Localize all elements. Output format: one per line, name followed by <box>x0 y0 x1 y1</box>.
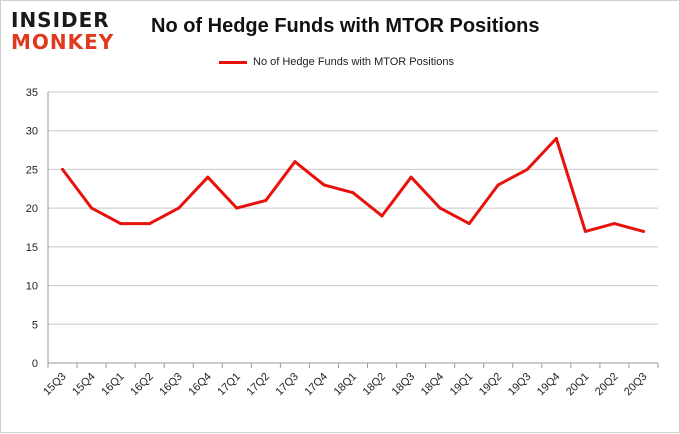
y-tick-label-15: 15 <box>26 242 38 254</box>
chart-title: No of Hedge Funds with MTOR Positions <box>151 15 540 37</box>
data-point-19Q1 <box>467 222 471 226</box>
data-point-17Q2 <box>264 198 268 202</box>
data-point-20Q1 <box>583 229 587 233</box>
data-point-20Q3 <box>641 229 645 233</box>
x-tick-label-17Q3: 17Q3 <box>274 371 302 399</box>
legend-swatch <box>219 60 247 64</box>
x-tick-label-18Q2: 18Q2 <box>361 371 389 399</box>
x-tick-label-20Q1: 20Q1 <box>564 371 592 399</box>
data-point-17Q4 <box>322 183 326 187</box>
y-tick-label-30: 30 <box>26 126 38 138</box>
data-point-18Q1 <box>351 191 355 195</box>
data-point-16Q1 <box>119 222 123 226</box>
series-line-0 <box>61 137 645 233</box>
x-tick-label-19Q2: 19Q2 <box>477 371 505 399</box>
data-point-17Q1 <box>235 206 239 210</box>
data-point-16Q4 <box>206 175 210 179</box>
x-tick-label-19Q4: 19Q4 <box>535 371 563 399</box>
x-tick-label-20Q2: 20Q2 <box>593 371 621 399</box>
y-tick-label-5: 5 <box>32 319 38 331</box>
x-tick-label-17Q2: 17Q2 <box>244 371 272 399</box>
data-point-19Q3 <box>525 167 529 171</box>
legend-label: No of Hedge Funds with MTOR Positions <box>253 56 454 68</box>
logo-text-top: INSIDER <box>11 8 110 32</box>
x-axis-ticks: 15Q3 15Q4 16Q1 16Q2 16Q3 16Q4 17Q1 17Q2 17Q3 17Q4… <box>41 363 659 399</box>
data-point-16Q3 <box>177 206 181 210</box>
grid-lines <box>47 91 658 364</box>
y-tick-label-20: 20 <box>26 203 38 215</box>
x-tick-label-16Q2: 16Q2 <box>128 371 156 399</box>
x-tick-label-19Q1: 19Q1 <box>448 371 476 399</box>
x-tick-label-17Q1: 17Q1 <box>215 371 243 399</box>
data-point-16Q2 <box>148 222 152 226</box>
insider-monkey-logo: INSIDER MONKEY <box>11 9 129 57</box>
data-point-18Q3 <box>409 175 413 179</box>
x-tick-label-18Q1: 18Q1 <box>332 371 360 399</box>
data-point-20Q2 <box>612 222 616 226</box>
data-point-18Q2 <box>380 214 384 218</box>
chart-legend: No of Hedge Funds with MTOR Positions <box>219 56 454 68</box>
data-point-19Q4 <box>554 136 558 140</box>
logo-text-bottom: MONKEY <box>11 30 115 54</box>
x-tick-label-16Q4: 16Q4 <box>186 371 214 399</box>
data-point-18Q4 <box>438 206 442 210</box>
y-tick-label-0: 0 <box>32 358 38 370</box>
x-tick-label-16Q3: 16Q3 <box>157 371 185 399</box>
x-tick-label-15Q4: 15Q4 <box>70 371 98 399</box>
y-tick-label-35: 35 <box>26 87 38 99</box>
x-tick-label-18Q3: 18Q3 <box>390 371 418 399</box>
y-axis-ticks: 0 5 10 15 20 25 30 35 <box>26 87 38 370</box>
x-tick-label-20Q3: 20Q3 <box>622 371 650 399</box>
series-layer <box>61 136 645 233</box>
y-tick-label-10: 10 <box>26 281 38 293</box>
x-tick-label-17Q4: 17Q4 <box>303 371 331 399</box>
x-tick-label-19Q3: 19Q3 <box>506 371 534 399</box>
x-tick-label-16Q1: 16Q1 <box>99 371 127 399</box>
data-point-19Q2 <box>496 183 500 187</box>
x-tick-label-18Q4: 18Q4 <box>419 371 447 399</box>
data-point-15Q4 <box>90 206 94 210</box>
data-point-17Q3 <box>293 160 297 164</box>
x-tick-label-15Q3: 15Q3 <box>41 371 69 399</box>
y-tick-label-25: 25 <box>26 164 38 176</box>
data-point-15Q3 <box>61 167 65 171</box>
